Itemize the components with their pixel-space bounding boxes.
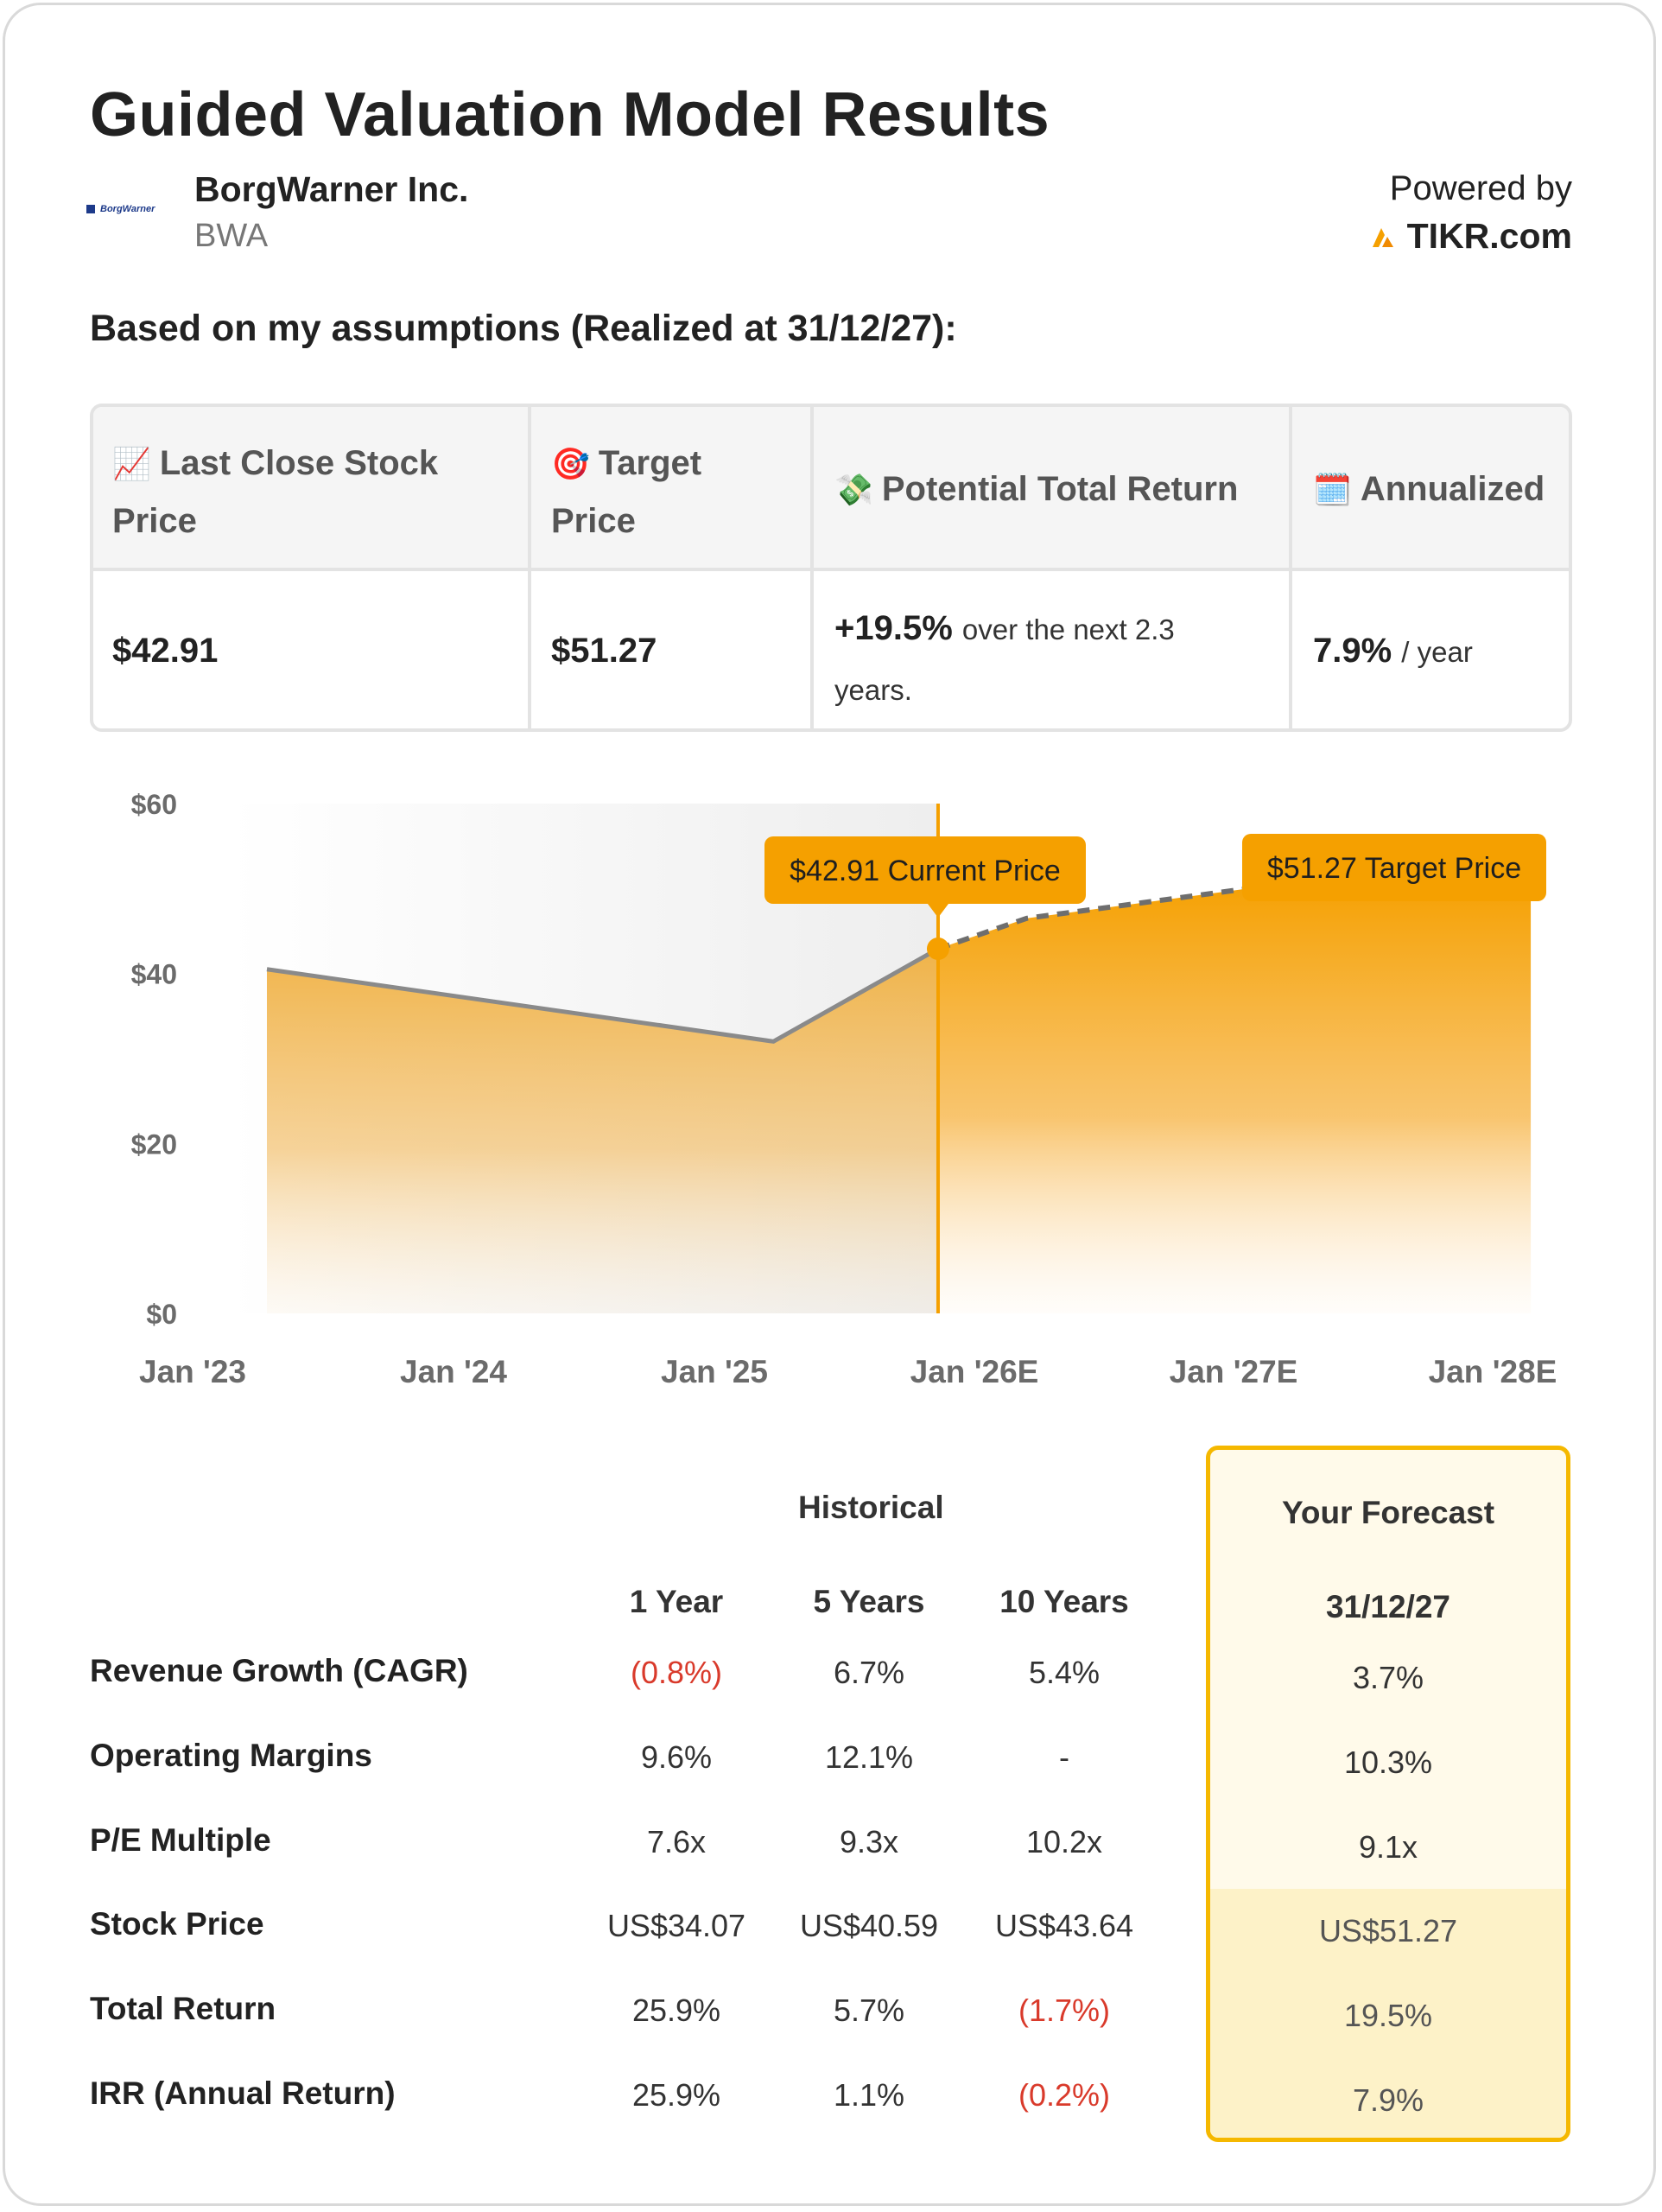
summary-header-row (93, 407, 1569, 571)
metric-cell: 7.6x (646, 1824, 707, 1859)
powered-by-label: Powered by (1389, 169, 1572, 207)
metric-cell: 1.1% (833, 2077, 905, 2113)
y-tick-label: $40 (131, 959, 177, 990)
company-ticker: BWA (194, 218, 269, 254)
forecast-results-band (1210, 1889, 1566, 2138)
price-chart: $0 $20 $40 $60 Jan '23 Jan '24 Jan '25 Jan '26E… (131, 789, 1557, 1389)
metric-cell: US$40.59 (799, 1908, 939, 1943)
forecast-cell: 19.5% (1343, 1998, 1433, 2033)
metric-cell: 5.7% (833, 1993, 905, 2028)
x-tick-label: Jan '27E (1170, 1354, 1298, 1389)
summary-table: 📈 Last Close Stock Price 🎯 Target Price 💸 Pot… (90, 404, 1572, 732)
metric-cell: (0.8%) (630, 1655, 723, 1690)
money-icon: 💸 (834, 472, 873, 507)
current-price-tooltip-arrow (927, 904, 948, 918)
metric-cell: 9.6% (640, 1739, 713, 1775)
metric-cell: 6.7% (833, 1655, 905, 1690)
forecast-cell: 7.9% (1352, 2082, 1424, 2118)
current-price-tooltip (764, 836, 1086, 904)
total-return-value: +19.5% over the next 2.3 years. (834, 609, 1175, 706)
forecast-date: 31/12/27 (1325, 1589, 1451, 1624)
forecast-cell: 9.1x (1358, 1829, 1418, 1865)
calendar-icon: 🗓️ (1313, 472, 1352, 507)
annualized-value: 7.9% / year (1313, 632, 1473, 670)
metric-cell: 10.2x (1025, 1824, 1103, 1859)
header-total-return: 💸 Potential Total Return (834, 470, 1239, 508)
metric-cell: 25.9% (631, 1993, 721, 2028)
last-close-value: $42.91 (112, 632, 219, 670)
metric-cell: 9.3x (839, 1824, 899, 1859)
company-name: BorgWarner Inc. (194, 169, 469, 209)
metric-row-label: Stock Price (90, 1906, 264, 1942)
forecast-cell: 3.7% (1352, 1660, 1424, 1695)
y-tick-label: $60 (131, 789, 177, 820)
x-tick-label: Jan '26E (910, 1354, 1039, 1389)
metric-cell: 25.9% (631, 2077, 721, 2113)
current-price-label: $42.91 Current Price (790, 855, 1061, 887)
tikr-logo-icon (1372, 227, 1393, 247)
metric-row-label: IRR (Annual Return) (90, 2075, 396, 2111)
historical-title: Historical (798, 1490, 944, 1525)
forecast-cell: 10.3% (1343, 1745, 1433, 1780)
x-tick-label: Jan '23 (139, 1354, 246, 1389)
page-title: Guided Valuation Model Results (90, 80, 1050, 149)
target-price-label: $51.27 Target Price (1267, 852, 1521, 885)
metric-cell: US$43.64 (994, 1908, 1134, 1943)
metric-row-label: Total Return (90, 1991, 276, 2026)
header-last-close: 📈 Last Close Stock Price (112, 444, 439, 540)
borgwarner-logo-icon (86, 205, 95, 213)
metric-cell: 5.4% (1028, 1655, 1101, 1690)
historical-line (266, 946, 940, 1044)
col-10-years: 10 Years (999, 1584, 1129, 1619)
col-1-year: 1 Year (629, 1584, 724, 1619)
target-icon: 🎯 (551, 446, 590, 481)
tikr-brand-link[interactable]: TIKR.com (1371, 216, 1572, 257)
forecast-line (936, 874, 1532, 951)
x-tick-label: Jan '24 (400, 1354, 507, 1389)
header-target-price: 🎯 Target Price (551, 444, 702, 540)
metric-row-label: Revenue Growth (CAGR) (90, 1653, 468, 1688)
y-tick-label: $0 (146, 1299, 177, 1330)
metric-cell: US$34.07 (606, 1908, 746, 1943)
assumption-heading: Based on my assumptions (Realized at 31/… (90, 308, 957, 349)
x-tick-label: Jan '25 (661, 1354, 768, 1389)
metric-cell: (0.2%) (1018, 2077, 1111, 2113)
y-tick-label: $20 (131, 1128, 177, 1160)
forecast-cell: US$51.27 (1318, 1913, 1458, 1948)
forecast-panel (1206, 1446, 1570, 2142)
current-price-dot (926, 938, 949, 961)
x-tick-label: Jan '28E (1429, 1354, 1557, 1389)
metric-cell: (1.7%) (1018, 1993, 1111, 2028)
historical-area (266, 949, 938, 1313)
col-5-years: 5 Years (813, 1584, 925, 1619)
metric-cell: - (1059, 1739, 1069, 1775)
target-price-value: $51.27 (551, 632, 657, 670)
chart-up-icon: 📈 (112, 446, 151, 481)
company-logo: BorgWarner (86, 202, 176, 216)
forecast-title: Your Forecast (1282, 1495, 1495, 1530)
metric-row-label: P/E Multiple (90, 1822, 271, 1858)
header-annualized: 🗓️ Annualized (1313, 470, 1545, 508)
metric-row-label: Operating Margins (90, 1738, 372, 1773)
target-price-tooltip (1242, 834, 1546, 901)
metric-cell: 12.1% (824, 1739, 914, 1775)
forecast-area (937, 877, 1532, 1313)
